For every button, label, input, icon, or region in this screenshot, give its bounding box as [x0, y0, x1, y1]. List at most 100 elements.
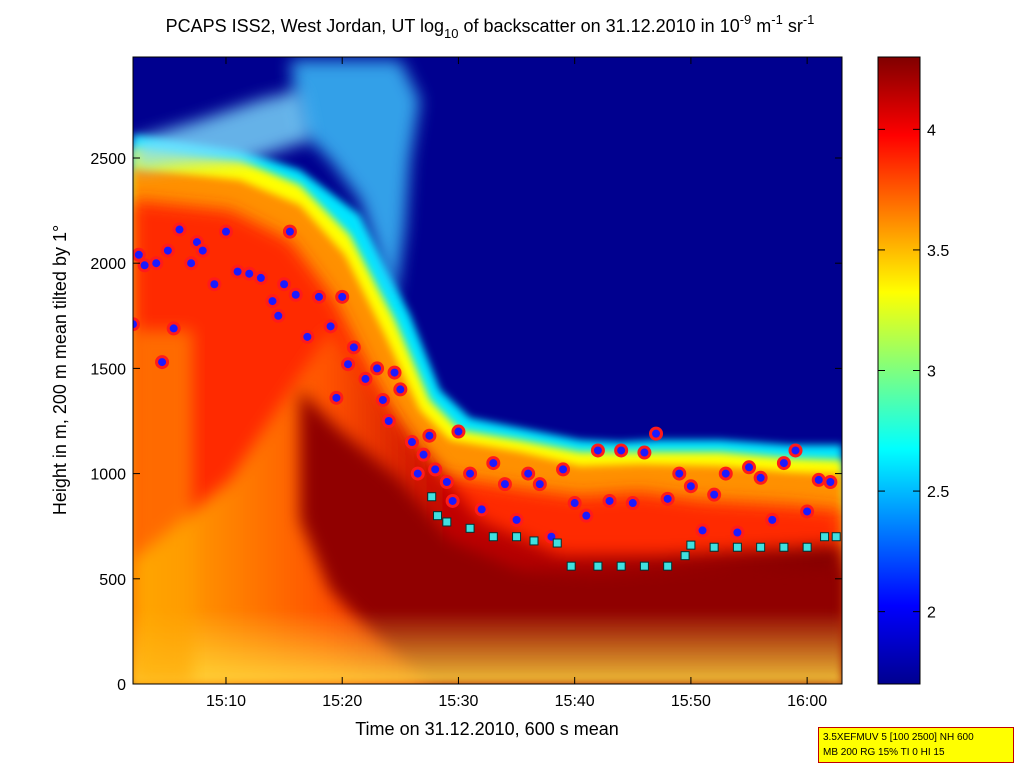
backscatter-marker: [393, 382, 408, 397]
backscatter-marker: [341, 357, 356, 372]
mixing-height-marker: [802, 542, 812, 552]
backscatter-marker: [207, 277, 222, 292]
backscatter-marker: [300, 329, 315, 344]
backscatter-marker: [451, 424, 466, 439]
backscatter-marker: [683, 479, 698, 494]
upper-cloud-plume: [290, 60, 420, 300]
mixing-height-marker: [552, 538, 562, 548]
y-tick-label: 2000: [90, 256, 126, 273]
backscatter-marker: [486, 456, 501, 471]
left-orange-column: [133, 330, 193, 684]
backscatter-marker: [242, 266, 257, 281]
x-tick-label: 15:40: [555, 693, 595, 710]
title-unit1: m: [751, 16, 771, 36]
x-axis: 15:10 15:20 15:30 15:40 15:50 16:00: [206, 57, 827, 710]
backscatter-marker: [218, 224, 233, 239]
backscatter-marker: [323, 319, 338, 334]
info-box: 3.5XEFMUV 5 [100 2500] NH 600 MB 200 RG …: [818, 727, 1014, 763]
backscatter-marker: [311, 289, 326, 304]
title-prefix: PCAPS ISS2, West Jordan, UT log: [166, 16, 444, 36]
backscatter-marker: [463, 466, 478, 481]
mixing-height-marker: [529, 536, 539, 546]
backscatter-marker: [404, 435, 419, 450]
mixing-height-marker: [488, 532, 498, 542]
heatmap: [133, 57, 842, 684]
mixing-height-marker: [433, 511, 443, 521]
colorbar-tick-label: 3.5: [927, 243, 949, 260]
backscatter-marker: [602, 493, 617, 508]
mixing-height-marker: [512, 532, 522, 542]
mixing-height-marker: [686, 540, 696, 550]
mixing-height-marker: [616, 561, 626, 571]
backscatter-marker: [823, 475, 838, 490]
backscatter-marker: [742, 460, 757, 475]
mixing-height-marker: [709, 542, 719, 552]
backscatter-marker: [753, 470, 768, 485]
backscatter-marker: [149, 256, 164, 271]
backscatter-marker: [672, 466, 687, 481]
x-axis-label: Time on 31.12.2010, 600 s mean: [355, 719, 619, 739]
backscatter-marker: [428, 462, 443, 477]
mixing-height-marker: [566, 561, 576, 571]
mixing-height-marker: [465, 523, 475, 533]
y-tick-label: 0: [117, 677, 126, 694]
info-line-2: MB 200 RG 15% TI 0 HI 15: [823, 747, 945, 758]
backscatter-marker: [230, 264, 245, 279]
mixing-height-marker: [427, 492, 437, 502]
title-exp3: -1: [803, 12, 815, 27]
mixing-height-marker: [663, 561, 673, 571]
backscatter-marker: [439, 475, 454, 490]
mixing-height-marker: [732, 542, 742, 552]
backscatter-marker: [288, 287, 303, 302]
title-mid: of backscatter on 31.12.2010 in 10: [459, 16, 740, 36]
backscatter-marker: [800, 504, 815, 519]
title: PCAPS ISS2, West Jordan, UT log10 of bac…: [166, 12, 815, 41]
backscatter-marker: [474, 502, 489, 517]
backscatter-marker: [625, 496, 640, 511]
backscatter-marker: [329, 390, 344, 405]
mixing-height-marker: [756, 542, 766, 552]
backscatter-marker: [532, 477, 547, 492]
y-tick-label: 1000: [90, 467, 126, 484]
colorbar-tick-label: 2: [927, 605, 936, 622]
backscatter-marker: [590, 443, 605, 458]
y-axis-label: Height in m, 200 m mean tilted by 1°: [50, 225, 70, 515]
backscatter-marker: [271, 308, 286, 323]
title-exp2: -1: [771, 12, 783, 27]
backscatter-marker: [387, 365, 402, 380]
backscatter-marker: [195, 243, 210, 258]
plot-frame: [132, 56, 843, 685]
mixing-height-marker: [680, 551, 690, 561]
y-axis: 0 500 1000 1500 2000 2500: [90, 151, 842, 694]
x-tick-label: 15:50: [671, 693, 711, 710]
backscatter-marker: [765, 512, 780, 527]
backscatter-marker: [567, 496, 582, 511]
title-exp1: -9: [740, 12, 752, 27]
x-tick-label: 15:20: [322, 693, 362, 710]
near-ground-haze: [133, 610, 842, 684]
info-line-1: 3.5XEFMUV 5 [100 2500] NH 600: [823, 732, 974, 743]
marker-layer: [133, 222, 841, 571]
colorbar-tick-label: 3: [927, 364, 936, 381]
mixing-height-marker: [820, 532, 830, 542]
colorbar-ticks: 2 2.5 3 3.5 4: [878, 122, 949, 622]
backscatter-marker: [381, 413, 396, 428]
backscatter-marker: [282, 224, 297, 239]
backscatter-marker: [811, 472, 826, 487]
colorbar-tick-label: 4: [927, 122, 936, 139]
backscatter-marker: [184, 256, 199, 271]
backscatter-marker: [416, 447, 431, 462]
backscatter-marker: [358, 371, 373, 386]
backscatter-marker: [370, 361, 385, 376]
colorbar-tick-label: 2.5: [927, 484, 949, 501]
upper-left-haze: [133, 90, 310, 170]
x-tick-label: 16:00: [787, 693, 827, 710]
backscatter-marker: [730, 525, 745, 540]
backscatter-marker: [521, 466, 536, 481]
y-tick-label: 500: [99, 572, 126, 589]
y-tick-label: 2500: [90, 151, 126, 168]
backscatter-marker: [497, 477, 512, 492]
svg-text:PCAPS ISS2, West Jordan, UT lo: PCAPS ISS2, West Jordan, UT log10 of bac…: [166, 12, 815, 41]
backscatter-marker: [137, 258, 152, 273]
backscatter-marker: [253, 270, 268, 285]
